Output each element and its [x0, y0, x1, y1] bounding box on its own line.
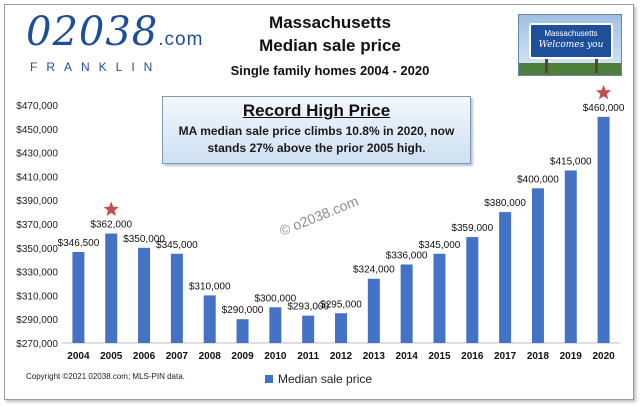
stars-group [103, 84, 612, 216]
bar [531, 188, 544, 343]
logo-main: 02038.com [26, 9, 202, 60]
x-tick-label: 2012 [330, 351, 353, 362]
x-tick-label: 2018 [527, 351, 550, 362]
copyright-note: Copyright ©2021 02038.com; MLS-PIN data. [26, 372, 185, 381]
data-label: $345,000 [156, 240, 198, 251]
x-tick-label: 2008 [199, 351, 222, 362]
sign-line-2: Welcomes you [538, 40, 604, 50]
data-label: $336,000 [386, 250, 428, 261]
x-tick-label: 2013 [363, 351, 386, 362]
sign-board: Massachusetts Welcomes you [529, 23, 613, 59]
logo-subtitle: FRANKLIN [30, 60, 162, 74]
bar [597, 116, 610, 344]
star-icon [596, 84, 612, 100]
bar [302, 315, 315, 343]
x-tick-label: 2016 [461, 351, 484, 362]
site-logo[interactable]: 02038.com FRANKLIN [26, 9, 202, 74]
x-tick-label: 2007 [166, 351, 189, 362]
y-axis: $270,000 $290,000 $310,000 $330,000 $350,000… [16, 101, 58, 350]
data-label: $300,000 [254, 293, 296, 304]
bar [236, 319, 249, 343]
bar [564, 170, 577, 343]
bar [170, 253, 183, 343]
y-tick-label: $350,000 [16, 244, 58, 255]
bars-group [72, 116, 610, 344]
bar [400, 264, 413, 343]
x-tick-label: 2004 [67, 351, 90, 362]
legend: Median sale price [265, 372, 372, 386]
logo-dotcom: .com [158, 29, 204, 50]
callout-body: MA median sale price climbs 10.8% in 202… [178, 124, 455, 155]
bar [433, 253, 446, 343]
x-tick-label: 2010 [264, 351, 287, 362]
data-label: $293,000 [287, 302, 329, 313]
y-tick-label: $310,000 [16, 291, 58, 302]
y-tick-label: $370,000 [16, 220, 58, 231]
bar [335, 313, 347, 343]
x-tick-label: 2011 [297, 351, 319, 362]
data-label: $359,000 [451, 223, 493, 234]
chart-subtitle-2: Single family homes 2004 - 2020 [230, 63, 430, 78]
y-tick-label: $290,000 [16, 315, 58, 326]
data-label: $346,500 [58, 238, 100, 249]
data-label: $295,000 [320, 299, 362, 310]
y-tick-label: $430,000 [16, 149, 58, 160]
legend-label: Median sale price [278, 372, 373, 386]
data-label: $310,000 [189, 281, 231, 292]
data-label: $290,000 [222, 305, 264, 316]
bar [367, 278, 380, 343]
bar [269, 307, 282, 343]
x-tick-label: 2005 [100, 351, 123, 362]
logo-number: 02038 [26, 9, 159, 55]
y-tick-label: $450,000 [16, 125, 58, 136]
bar [466, 237, 479, 343]
y-tick-label: $270,000 [16, 339, 58, 350]
x-tick-label: 2017 [494, 351, 517, 362]
watermark: © o2038.com [277, 193, 360, 239]
chart-titles: Massachusetts Median sale price Single f… [200, 12, 460, 84]
data-label: $345,000 [419, 240, 461, 251]
bar [72, 251, 85, 343]
x-tick-label: 2020 [592, 351, 615, 362]
bar [203, 295, 216, 343]
data-label: $324,000 [353, 265, 395, 276]
sign-post-left [545, 59, 548, 73]
star-icon [103, 201, 119, 216]
y-tick-label: $330,000 [16, 268, 58, 279]
record-high-callout: Record High Price MA median sale price c… [162, 96, 471, 164]
chart-title: Massachusetts [269, 13, 391, 32]
callout-title: Record High Price [242, 101, 391, 120]
y-tick-label: $410,000 [16, 172, 58, 183]
data-label: $400,000 [517, 174, 559, 185]
x-tick-label: 2009 [231, 351, 254, 362]
legend-swatch [265, 375, 273, 383]
data-label: $350,000 [123, 234, 165, 245]
y-tick-label: $470,000 [16, 101, 58, 112]
data-label: $415,000 [550, 156, 592, 167]
bar [499, 212, 512, 343]
bar [105, 233, 118, 343]
x-tick-label: 2015 [428, 351, 451, 362]
data-label: $460,000 [583, 103, 625, 114]
bar [138, 247, 151, 343]
sign-line-1: Massachusetts [544, 29, 598, 38]
x-tick-label: 2006 [133, 351, 156, 362]
data-label: $362,000 [90, 220, 132, 231]
x-tick-label: 2014 [396, 351, 419, 362]
y-tick-label: $390,000 [16, 196, 58, 207]
data-label: $380,000 [484, 198, 526, 209]
chart-subtitle: Median sale price [259, 36, 401, 55]
data-labels-group: $346,500$362,000$350,000$345,000$310,000… [58, 103, 625, 316]
x-tick-label: 2019 [560, 351, 583, 362]
x-axis: 2004 2005 2006 2007 2008 2009 2010 2011 2012 2013… [67, 351, 615, 362]
welcome-sign-image: Massachusetts Welcomes you [518, 14, 622, 76]
sign-post-right [595, 59, 598, 73]
